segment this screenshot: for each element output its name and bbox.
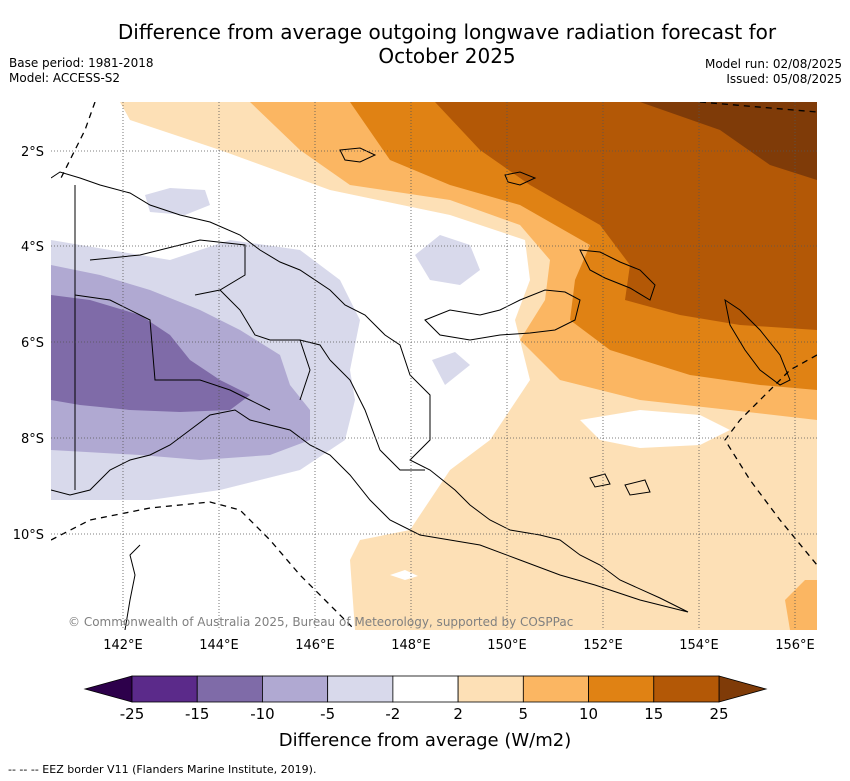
manus-coast <box>339 147 377 163</box>
colorbar-tick-label: 5 <box>518 705 529 723</box>
copyright-notice: © Commonwealth of Australia 2025, Bureau… <box>68 615 573 629</box>
colorbar-tick-label: 15 <box>644 705 664 723</box>
eez-footnote: -- -- -- EEZ border V11 (Flanders Marine… <box>8 763 317 776</box>
bougainville-coast <box>724 298 791 386</box>
new-hanover-coast <box>504 171 537 186</box>
colorbar-segment <box>131 675 198 703</box>
meta-left: Base period: 1981-2018 Model: ACCESS-S2 <box>9 56 154 86</box>
colorbar-segment <box>588 675 655 703</box>
highlands-border <box>219 289 331 361</box>
colorbar-segment <box>522 675 589 703</box>
new-ireland-coast <box>579 249 656 301</box>
lon-label: 154°E <box>679 638 719 653</box>
zone-minus2-to-minus5-center <box>415 235 480 285</box>
colorbar-extend-high <box>718 675 768 703</box>
lat-label: 4°S <box>21 240 44 255</box>
lat-label: 2°S <box>21 145 44 160</box>
base-period: Base period: 1981-2018 <box>9 56 154 70</box>
zone-minus2-to-minus5-small <box>432 352 470 385</box>
province-borders <box>74 185 425 490</box>
zone-neutral-east <box>580 410 730 448</box>
model-name: Model: ACCESS-S2 <box>9 71 121 85</box>
colorbar-segment <box>392 675 459 703</box>
eez-borders <box>51 102 817 630</box>
lon-label: 146°E <box>295 638 335 653</box>
gridlines <box>51 102 817 630</box>
lon-label: 142°E <box>103 638 143 653</box>
colorbar-tick-label: -15 <box>184 705 210 723</box>
colorbar-segment <box>457 675 524 703</box>
colorbar-segment <box>196 675 263 703</box>
colorbar-tick-label: 2 <box>453 705 463 723</box>
lon-label: 148°E <box>391 638 431 653</box>
lat-label: 6°S <box>21 336 44 351</box>
gulf-border <box>329 359 425 471</box>
coastlines <box>51 147 791 630</box>
map-title: Difference from average outgoing longwav… <box>0 20 850 68</box>
issued-date: Issued: 05/08/2025 <box>726 72 842 86</box>
colorbar-tick-label: -5 <box>320 705 336 723</box>
colorbar-extend-low <box>83 675 133 703</box>
lon-label: 150°E <box>487 638 527 653</box>
australia-coast <box>124 544 141 630</box>
new-guinea-coast <box>51 171 689 613</box>
western-province-border <box>74 294 271 411</box>
eez-border-east <box>724 354 817 566</box>
lon-label: 156°E <box>775 638 815 653</box>
meta-right: Model run: 02/08/2025 Issued: 05/08/2025 <box>705 57 842 87</box>
map-area: © Commonwealth of Australia 2025, Bureau… <box>51 102 817 630</box>
lon-label: 144°E <box>199 638 239 653</box>
lon-label: 152°E <box>583 638 623 653</box>
eez-border-northeast <box>699 102 817 113</box>
eez-border-southwest <box>51 501 356 630</box>
zone-above-25 <box>640 102 817 180</box>
lat-label: 10°S <box>13 528 44 543</box>
d-entrecasteaux-islands <box>589 473 651 496</box>
zone-neutral-small <box>390 570 418 580</box>
longitude-labels: 142°E 144°E 146°E 148°E 150°E 152°E 154°… <box>103 638 815 653</box>
title-line-1: Difference from average outgoing longwav… <box>117 20 777 44</box>
colorbar-tick-label: -2 <box>385 705 401 723</box>
colorbar-title: Difference from average (W/m2) <box>278 730 572 751</box>
title-line-2: October 2025 <box>378 44 516 68</box>
colorbar-segment <box>327 675 394 703</box>
zone-15-to-25 <box>435 102 817 330</box>
model-run: Model run: 02/08/2025 <box>704 57 842 71</box>
eez-border-northwest <box>59 102 96 181</box>
latitude-labels: 2°S 4°S 6°S 8°S 10°S <box>13 145 44 543</box>
colorbar <box>83 675 768 703</box>
zone-minus10-to-minus15 <box>51 295 250 412</box>
colorbar-segment <box>262 675 329 703</box>
colorbar-tick-label: 25 <box>709 705 729 723</box>
zone-5-to-10-southeast <box>785 580 817 630</box>
colorbar-tick-label: 10 <box>579 705 599 723</box>
southern-highlands-border <box>299 339 311 401</box>
colorbar-tick-label: -10 <box>250 705 275 723</box>
colorbar-segment <box>653 675 720 703</box>
colorbar-tick-label: -25 <box>119 705 145 723</box>
lat-label: 8°S <box>21 432 44 447</box>
new-britain-coast <box>424 289 581 341</box>
